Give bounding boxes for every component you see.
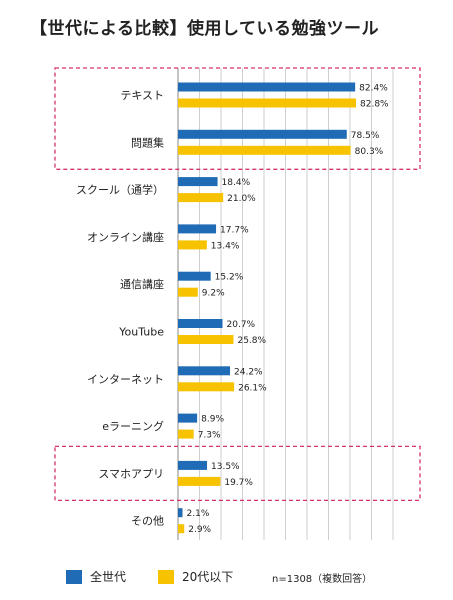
bar-all-generations xyxy=(178,177,218,187)
bar-chart: テキスト 82.4% 82.8% 問題集 78.5% 80.3% スクール（通学） 18.4%… xyxy=(54,67,421,540)
bar-20s-and-under xyxy=(178,382,235,392)
legend: 全世代 20代以下 xyxy=(66,568,426,586)
category-label: オンライン講座 xyxy=(87,230,164,244)
category-label: その他 xyxy=(131,515,164,528)
highlight-box-text-and-workbook xyxy=(54,67,421,170)
category-label: YouTube xyxy=(118,326,164,339)
value-label: 8.9% xyxy=(201,415,224,425)
value-label: 17.7% xyxy=(220,225,249,235)
bar-20s-and-under xyxy=(178,335,234,344)
category-label: スマホアプリ xyxy=(98,467,164,480)
value-label: 2.9% xyxy=(188,525,211,535)
value-label: 82.4% xyxy=(359,84,388,94)
value-label: 2.1% xyxy=(187,509,210,519)
category-label: eラーニング xyxy=(102,419,164,433)
value-label: 20.7% xyxy=(227,320,256,330)
value-label: 25.8% xyxy=(237,336,266,346)
value-label: 9.2% xyxy=(202,289,225,299)
bar-20s-and-under xyxy=(178,524,185,534)
category-label: 通信講座 xyxy=(120,277,164,291)
bar-all-generations xyxy=(178,319,223,328)
legend-label-20s-and-under: 20代以下 xyxy=(182,570,234,584)
bar-20s-and-under xyxy=(178,193,224,203)
bar-all-generations xyxy=(178,224,217,234)
bar-20s-and-under xyxy=(178,145,351,155)
bar-all-generations xyxy=(178,460,208,470)
chart-title: 【世代による比較】使用している勉強ツール xyxy=(30,19,379,39)
bar-20s-and-under xyxy=(178,476,221,486)
value-label: 13.4% xyxy=(211,241,240,251)
category-label: テキスト xyxy=(120,89,164,102)
bar-20s-and-under xyxy=(178,429,194,439)
legend-swatch-all-generations xyxy=(66,569,82,584)
value-label: 78.5% xyxy=(351,131,380,141)
value-label: 13.5% xyxy=(211,462,240,472)
highlight-box-smartphone-app xyxy=(54,445,421,502)
legend-swatch-20s-and-under xyxy=(158,569,174,584)
bar-all-generations xyxy=(178,271,211,281)
value-label: 7.3% xyxy=(198,431,221,441)
bar-20s-and-under xyxy=(178,287,198,297)
bar-all-generations xyxy=(178,366,231,376)
bar-all-generations xyxy=(178,129,347,139)
category-label: 問題集 xyxy=(131,135,164,149)
bar-20s-and-under xyxy=(178,240,207,250)
value-label: 24.2% xyxy=(234,367,263,377)
legend-item-20s-and-under: 20代以下 xyxy=(158,568,233,585)
value-label: 26.1% xyxy=(238,383,267,393)
bar-all-generations xyxy=(178,508,183,518)
value-label: 82.8% xyxy=(360,100,389,110)
bar-all-generations xyxy=(178,82,356,92)
category-label: スクール（通学） xyxy=(76,183,164,197)
value-label: 15.2% xyxy=(215,273,244,283)
value-label: 21.0% xyxy=(227,194,256,204)
category-label: インターネット xyxy=(87,373,164,386)
sample-note: n=1308（複数回答） xyxy=(272,574,373,585)
bar-all-generations xyxy=(178,413,198,423)
bar-20s-and-under xyxy=(178,98,357,108)
value-label: 80.3% xyxy=(355,147,384,157)
legend-item-all-generations: 全世代 xyxy=(66,568,126,585)
value-label: 18.4% xyxy=(222,178,251,188)
value-label: 19.7% xyxy=(224,478,253,488)
legend-label-all-generations: 全世代 xyxy=(90,570,127,584)
